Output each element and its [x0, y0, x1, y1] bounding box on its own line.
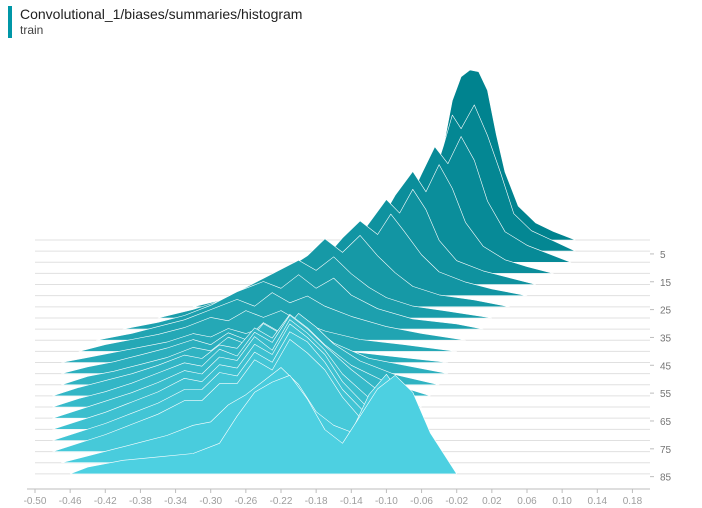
x-tick-label: -0.42 [94, 496, 117, 507]
x-tick-label: 0.10 [552, 496, 572, 507]
x-tick-label: 0.06 [517, 496, 537, 507]
histogram-layers [52, 69, 576, 475]
step-tick-label: 35 [660, 333, 672, 344]
chart-title: Convolutional_1/biases/summaries/histogr… [20, 6, 303, 22]
x-tick-label: -0.30 [199, 496, 222, 507]
step-tick-label: 45 [660, 361, 672, 372]
x-tick-label: -0.46 [59, 496, 82, 507]
x-tick-label: -0.22 [270, 496, 293, 507]
step-tick-label: 75 [660, 445, 672, 456]
x-axis: -0.50 -0.46 -0.42 -0.38 -0.34 -0.30 -0.26 -0.22… [24, 488, 650, 507]
header-text: Convolutional_1/biases/summaries/histogr… [20, 6, 302, 38]
step-axis: 5 15 25 35 45 55 65 75 85 [650, 250, 672, 484]
step-tick-label: 55 [660, 389, 672, 400]
step-tick-label: 15 [660, 278, 672, 289]
x-tick-label: -0.06 [410, 496, 433, 507]
x-tick-label: -0.14 [340, 496, 363, 507]
x-tick-label: -0.38 [129, 496, 152, 507]
run-name: train [20, 23, 44, 37]
x-tick-label: -0.18 [305, 496, 328, 507]
x-tick-label: 0.14 [588, 496, 608, 507]
header-accent-bar [8, 6, 12, 38]
step-tick-label: 85 [660, 473, 672, 484]
step-tick-label: 5 [660, 250, 666, 261]
histogram-step-84 [69, 375, 457, 475]
x-tick-label: -0.10 [375, 496, 398, 507]
x-tick-label: -0.02 [445, 496, 468, 507]
x-tick-label: -0.26 [234, 496, 257, 507]
step-tick-label: 25 [660, 306, 672, 317]
x-tick-label: 0.18 [623, 496, 643, 507]
x-tick-label: -0.34 [164, 496, 187, 507]
step-tick-label: 65 [660, 417, 672, 428]
x-tick-label: -0.50 [24, 496, 47, 507]
chart-header: Convolutional_1/biases/summaries/histogr… [8, 6, 302, 38]
x-tick-label: 0.02 [482, 496, 502, 507]
